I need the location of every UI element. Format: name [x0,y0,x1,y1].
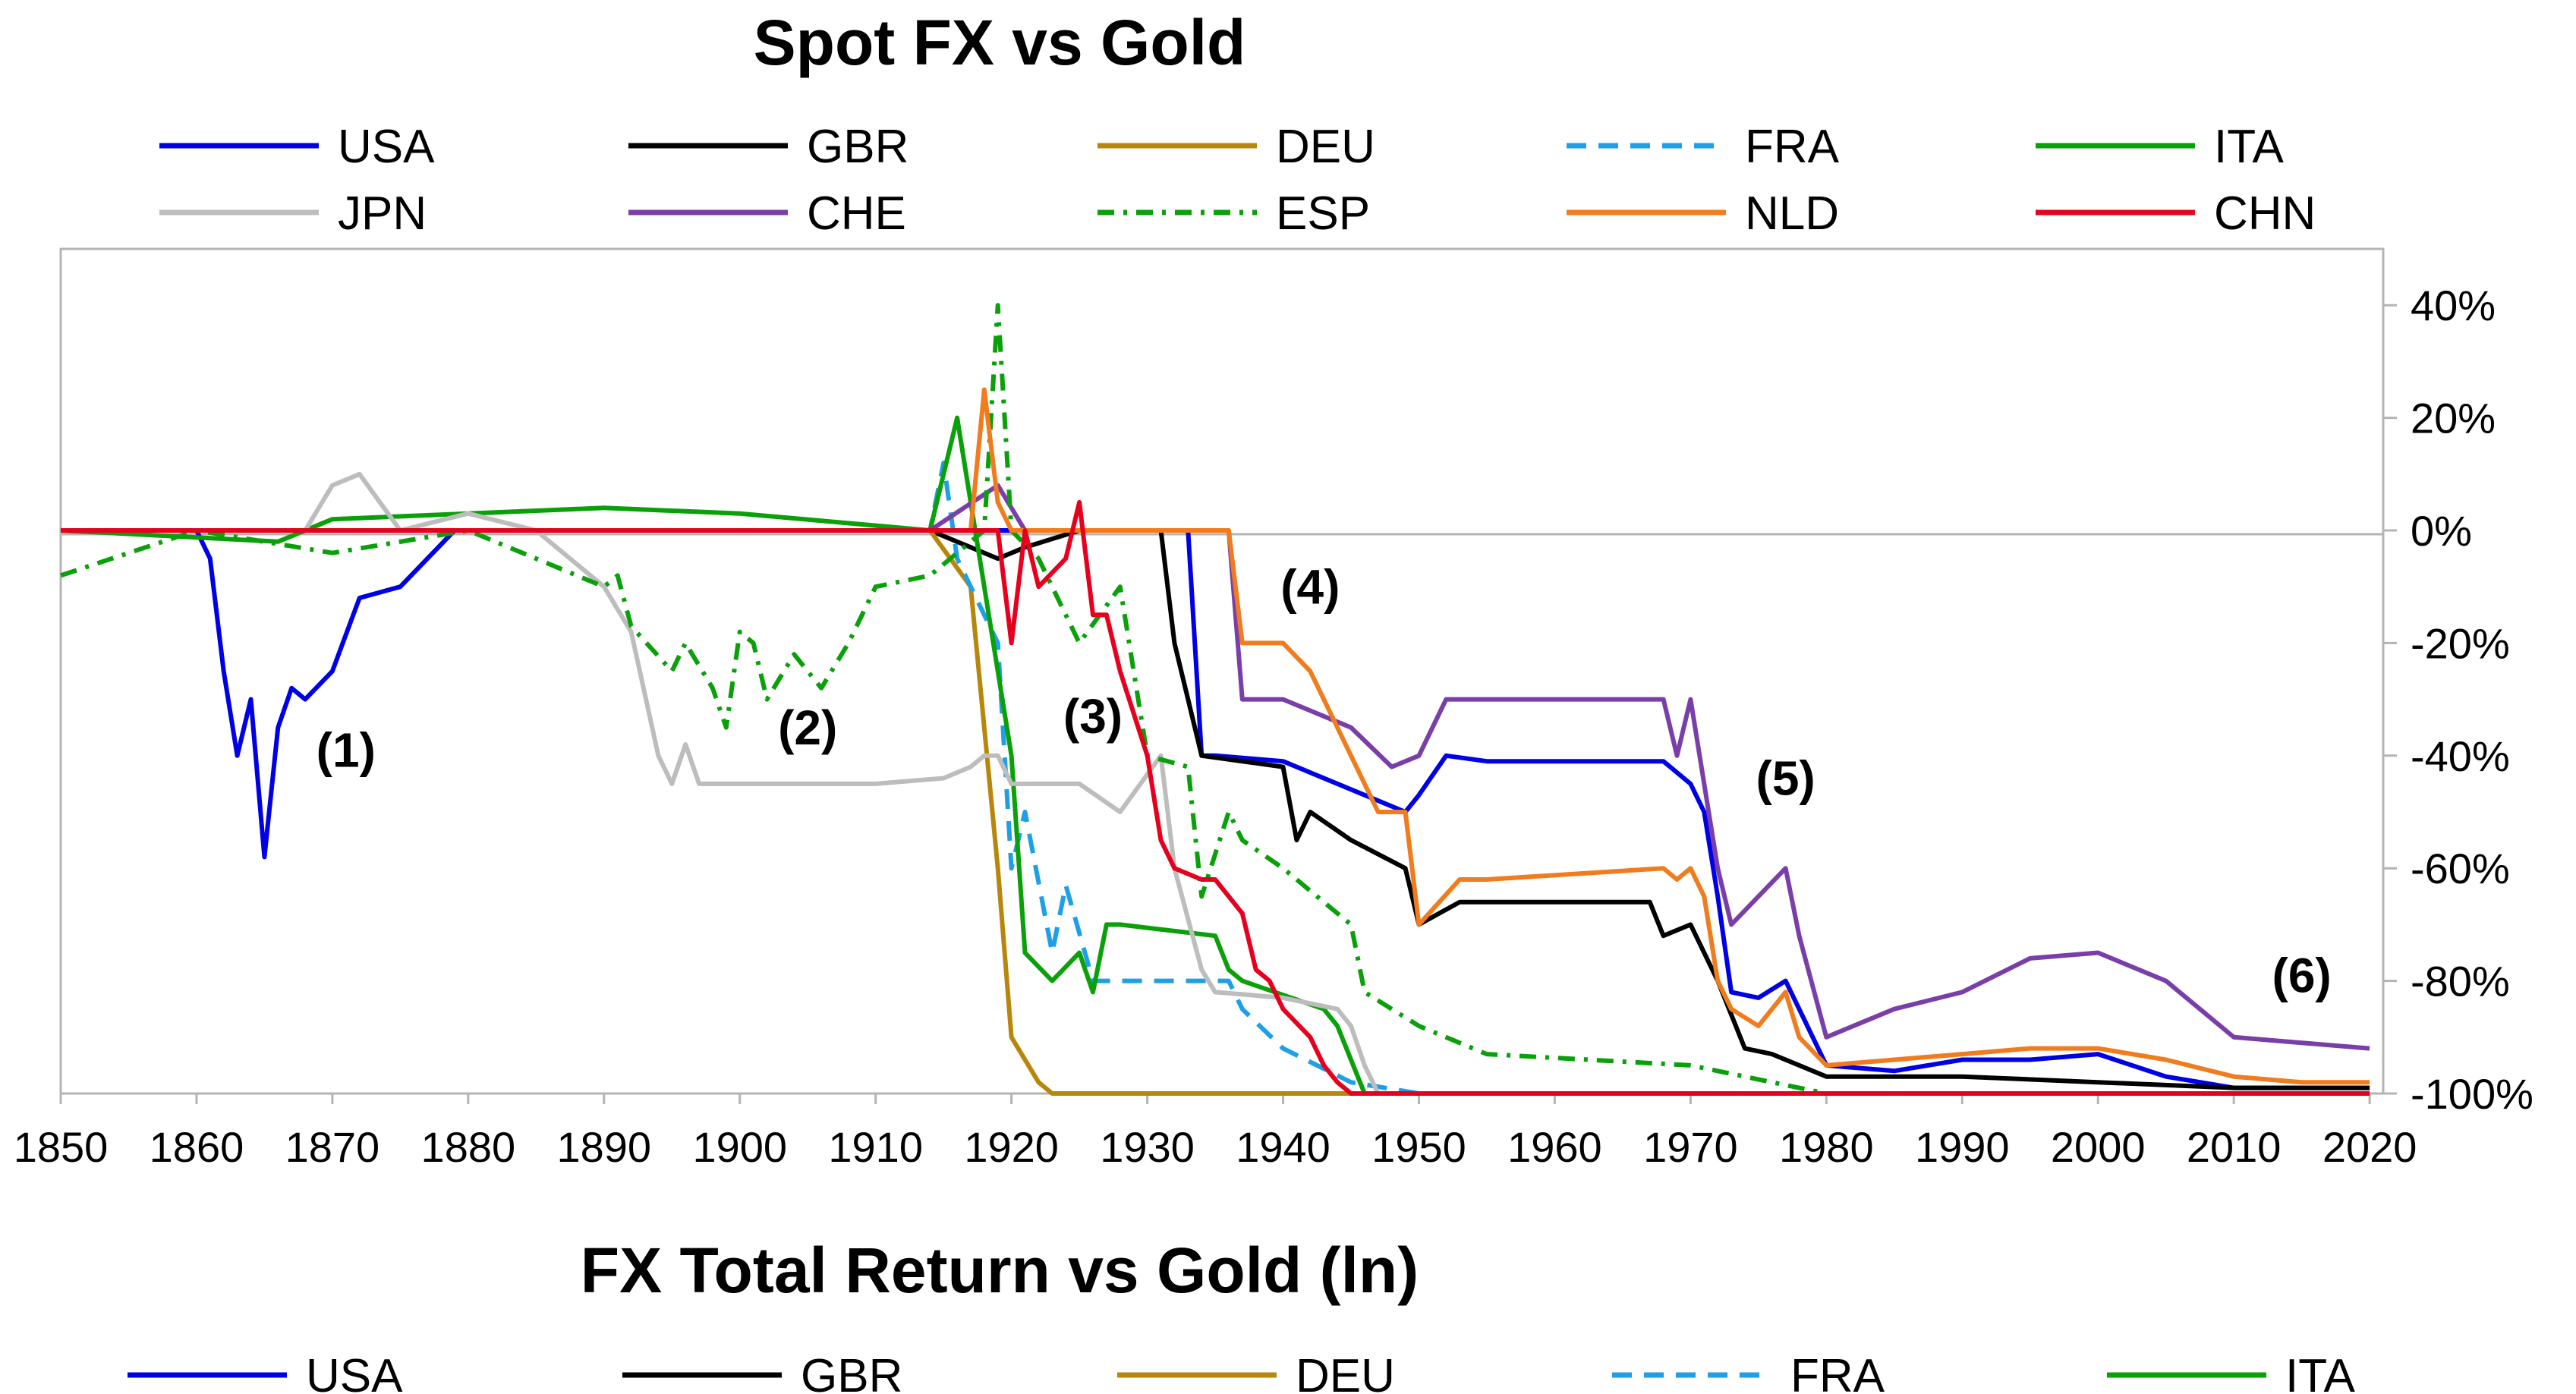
x-tick-label: 1850 [14,1123,109,1171]
legend-label-gbr: GBR [801,1350,902,1394]
legend-label-ita: ITA [2214,121,2284,173]
legend-label-che: CHE [807,187,906,240]
y-axis: 40% 20% 0% -20% -40% -60% -80% -100% [2383,282,2533,1118]
x-tick-label: 1920 [964,1123,1059,1171]
x-tick-label: 1980 [1779,1123,1874,1171]
annotation-label: (4) [1280,559,1340,614]
x-tick-label: 1930 [1100,1123,1195,1171]
y-tick-label: 40% [2411,282,2496,329]
x-tick-label: 1960 [1507,1123,1602,1171]
x-tick-label: 2020 [2322,1123,2417,1171]
series-line-fra [61,461,2370,1096]
legend-label-fra: FRA [1745,121,1840,173]
x-tick-label: 1910 [828,1123,923,1171]
x-axis: 1850 1860 1870 1880 1890 1900 1910 1920 1930 1940… [14,1093,2417,1171]
series-line-ita [60,415,2370,1096]
x-tick-label: 1860 [150,1123,244,1171]
series-line-gbr [61,528,2370,1090]
x-tick-label: 2010 [2187,1123,2282,1171]
legend-label-nld: NLD [1745,187,1839,240]
annotation-label: (5) [1756,751,1815,806]
x-tick-label: 1900 [692,1123,787,1171]
y-tick-label: 20% [2411,395,2496,442]
x-tick-label: 2000 [2051,1123,2146,1171]
x-tick-label: 1990 [1915,1123,2010,1171]
legend-label-usa: USA [338,121,435,173]
x-tick-label: 1950 [1371,1123,1466,1171]
series-line-nld [61,387,2370,1085]
x-tick-label: 1970 [1643,1123,1738,1171]
legend-label-esp: ESP [1276,187,1370,240]
x-tick-label: 1880 [421,1123,516,1171]
second-chart-legend: USA GBR DEU FRA ITA [128,1350,2355,1394]
annotation-label: (3) [1063,689,1123,744]
legend-label-ita: ITA [2285,1350,2355,1394]
y-tick-label: -60% [2411,845,2510,892]
series-line-chn [61,499,2370,1096]
y-tick-label: -80% [2411,958,2510,1005]
legend-label-deu: DEU [1296,1350,1395,1394]
annotation-label: (6) [2272,948,2332,1002]
legend-label-gbr: GBR [807,121,909,173]
x-tick-label: 1870 [285,1123,380,1171]
legend-label-usa: USA [306,1350,403,1394]
series-line-che [61,483,2370,1051]
series-line-usa [61,528,2370,1090]
plot-area [59,247,2385,1095]
second-chart-title: FX Total Return vs Gold (ln) [580,1235,1419,1306]
x-tick-label: 1940 [1236,1123,1331,1171]
annotations: (1) (2) (3) (4) (5) (6) [316,559,2332,1002]
y-tick-label: -40% [2411,732,2510,780]
y-tick-label: -20% [2411,619,2510,667]
series-line-jpn [61,471,2370,1096]
legend: USA GBR DEU FRA ITA JPN CHE ESP NLD CHN [159,121,2316,240]
series-lines [60,303,2370,1096]
chart-title: Spot FX vs Gold [753,7,1246,78]
series-line-esp [60,303,2370,1096]
y-tick-label: 0% [2411,507,2472,555]
annotation-label: (2) [778,700,837,755]
x-tick-label: 1890 [557,1123,652,1171]
annotation-label: (1) [316,723,376,778]
legend-label-jpn: JPN [338,187,427,240]
legend-label-fra: FRA [1790,1350,1885,1394]
y-tick-label: -100% [2411,1070,2533,1118]
series-line-deu [61,528,2370,1096]
legend-label-chn: CHN [2214,187,2316,240]
legend-label-deu: DEU [1276,121,1375,173]
